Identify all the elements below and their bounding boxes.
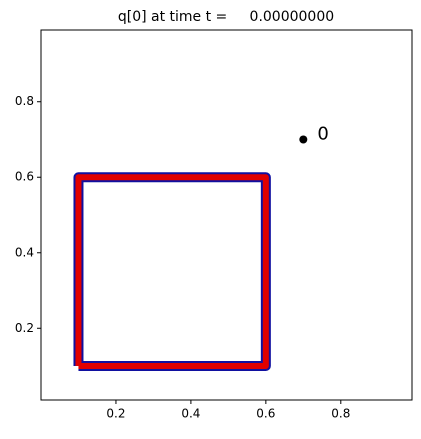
x-tick-label: 0.4 <box>181 407 200 421</box>
x-tick-label: 0.6 <box>256 407 275 421</box>
boundary-outline <box>73 172 271 372</box>
point <box>299 135 308 144</box>
y-tick-label: 0.2 <box>15 321 34 335</box>
y-tick-label: 0.8 <box>15 94 34 108</box>
plot-frame <box>40 29 413 401</box>
y-tick-label: 0.4 <box>15 245 34 259</box>
boundary <box>75 174 269 370</box>
x-tick-label: 0.2 <box>106 407 125 421</box>
chart-title: q[0] at time t = 0.00000000 <box>118 9 334 25</box>
x-tick-label: 0.8 <box>331 407 350 421</box>
y-tick-label: 0.6 <box>15 170 34 184</box>
point-label: 0 <box>317 123 328 144</box>
